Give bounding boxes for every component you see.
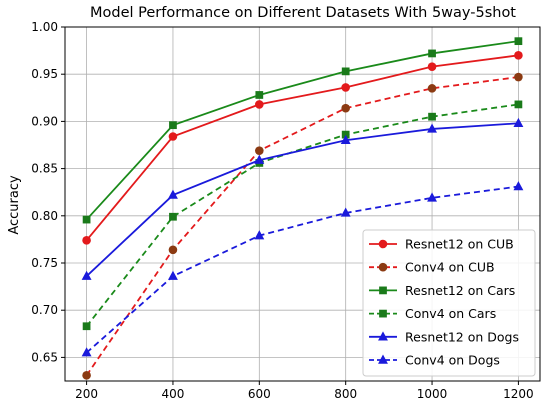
y-tick-label: 0.75 bbox=[31, 256, 58, 270]
y-axis-label: Accuracy bbox=[7, 175, 22, 235]
data-point bbox=[255, 91, 264, 99]
data-point bbox=[341, 103, 350, 113]
data-point bbox=[427, 123, 437, 133]
x-tick-label: 800 bbox=[334, 387, 357, 401]
data-point bbox=[514, 51, 523, 60]
series-line bbox=[85, 103, 519, 327]
data-point bbox=[513, 117, 524, 127]
data-point bbox=[340, 207, 351, 217]
y-tick-label: 0.65 bbox=[31, 350, 58, 364]
x-tick-label: 600 bbox=[248, 387, 271, 401]
data-point bbox=[428, 49, 436, 58]
legend-marker bbox=[379, 286, 387, 295]
x-tick-label: 1200 bbox=[503, 387, 534, 401]
data-point bbox=[169, 212, 177, 221]
data-point bbox=[514, 72, 523, 82]
legend-label: Resnet12 on CUB bbox=[405, 237, 514, 252]
data-point bbox=[341, 130, 350, 139]
data-point bbox=[168, 245, 178, 255]
data-point bbox=[254, 230, 265, 240]
legend: Resnet12 on CUB Conv4 on CUB Resnet12 on C… bbox=[362, 229, 536, 377]
data-point bbox=[427, 62, 437, 71]
data-point bbox=[428, 112, 436, 121]
legend-label: Conv4 on Dogs bbox=[405, 353, 500, 368]
legend-entry: Conv4 on CUB bbox=[369, 260, 495, 275]
x-tick-label: 200 bbox=[75, 387, 98, 401]
chart-title: Model Performance on Different Datasets … bbox=[90, 5, 516, 21]
legend-entry: Resnet12 on Dogs bbox=[369, 329, 519, 344]
data-point bbox=[82, 371, 91, 380]
series-line bbox=[85, 76, 519, 376]
series-1 bbox=[82, 51, 523, 245]
series-line bbox=[85, 40, 519, 221]
data-point bbox=[514, 37, 523, 46]
data-point bbox=[168, 132, 178, 141]
data-point bbox=[427, 84, 437, 93]
data-point bbox=[82, 215, 91, 224]
legend-marker bbox=[378, 239, 388, 249]
series-5 bbox=[81, 117, 524, 280]
data-point bbox=[254, 154, 265, 164]
data-point bbox=[168, 270, 178, 280]
axis-ticks: 200 400 600 800 1000 1200 0.65 0.70 0.75 0.80 0.85… bbox=[31, 20, 533, 401]
legend-marker bbox=[379, 309, 387, 318]
y-tick-label: 0.80 bbox=[31, 209, 58, 223]
y-tick-label: 1.00 bbox=[31, 20, 58, 34]
y-tick-label: 0.85 bbox=[31, 162, 58, 176]
y-tick-label: 0.95 bbox=[31, 67, 58, 81]
series-line bbox=[85, 122, 519, 277]
series-2 bbox=[82, 72, 523, 380]
data-point bbox=[82, 322, 91, 331]
data-point bbox=[81, 347, 92, 357]
legend-entry: Resnet12 on CUB bbox=[369, 237, 514, 252]
data-point bbox=[427, 192, 437, 202]
legend-label: Conv4 on CUB bbox=[405, 260, 495, 275]
series-group bbox=[81, 37, 524, 380]
data-point bbox=[255, 100, 264, 109]
series-line bbox=[85, 185, 519, 354]
legend-label: Conv4 on Cars bbox=[405, 306, 496, 321]
data-point bbox=[169, 121, 177, 130]
legend-marker bbox=[378, 331, 388, 341]
data-point bbox=[255, 146, 264, 155]
legend-label: Resnet12 on Dogs bbox=[405, 329, 519, 344]
data-point bbox=[341, 67, 350, 76]
data-point bbox=[82, 236, 91, 245]
y-tick-label: 0.90 bbox=[31, 114, 58, 128]
data-point bbox=[341, 83, 350, 92]
legend-box bbox=[362, 229, 536, 377]
data-point bbox=[81, 270, 92, 280]
legend-marker bbox=[378, 262, 388, 272]
series-6 bbox=[81, 181, 524, 357]
data-point bbox=[514, 100, 523, 109]
series-3 bbox=[82, 37, 523, 224]
legend-label: Resnet12 on Cars bbox=[405, 283, 515, 298]
x-tick-label: 1000 bbox=[417, 387, 448, 401]
legend-entry: Conv4 on Dogs bbox=[369, 353, 500, 368]
legend-marker bbox=[378, 354, 388, 364]
series-line bbox=[85, 54, 519, 241]
legend-entry: Conv4 on Cars bbox=[369, 306, 496, 321]
y-tick-label: 0.70 bbox=[31, 303, 58, 317]
x-tick-label: 400 bbox=[162, 387, 185, 401]
plot-area-frame bbox=[64, 26, 541, 382]
data-point bbox=[168, 189, 178, 199]
data-point bbox=[513, 181, 524, 191]
data-point bbox=[340, 134, 351, 144]
legend-entry: Resnet12 on Cars bbox=[369, 283, 515, 298]
